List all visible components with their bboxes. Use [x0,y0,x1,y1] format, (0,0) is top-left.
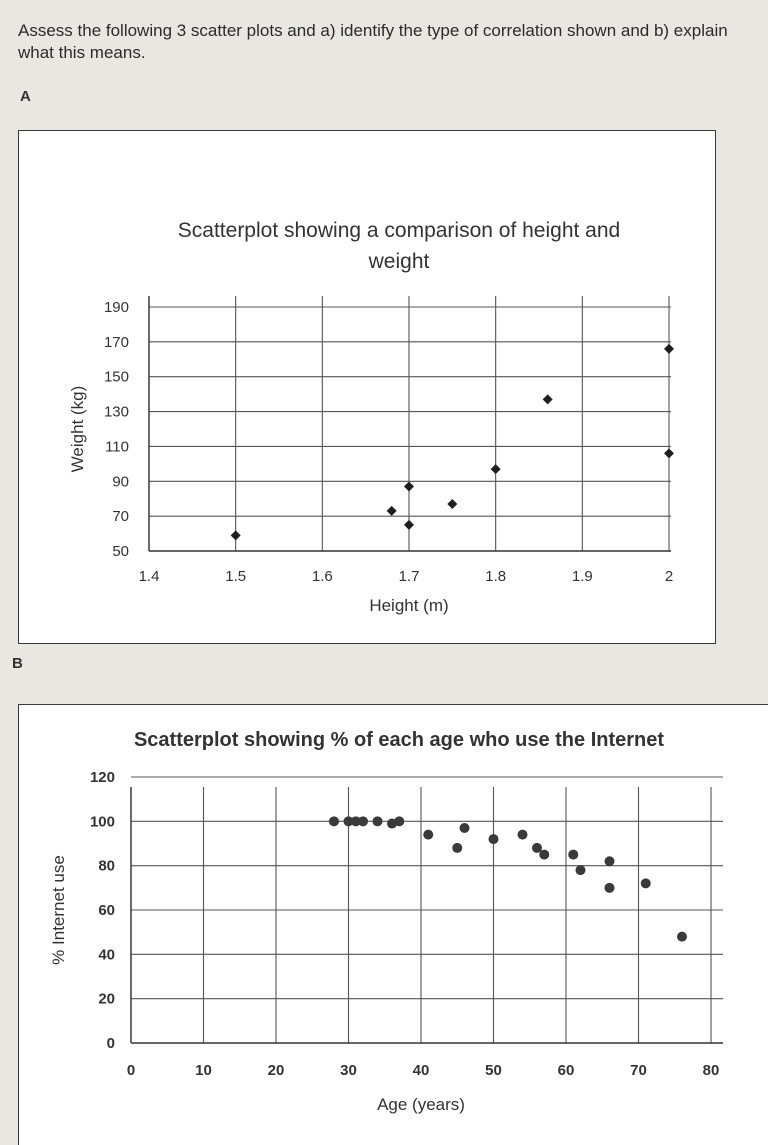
chart-b-plot: 0 10 20 30 40 50 60 70 80 120 100 80 60 40 20 0 Age (yea… [49,769,723,1114]
y-tick-label: 120 [90,769,115,786]
data-point [517,829,528,840]
y-tick-label: 150 [104,369,129,386]
y-tick-label: 190 [104,299,129,316]
y-tick-label: 170 [104,334,129,351]
x-tick-label: 10 [195,1062,212,1079]
x-tick-label: 70 [630,1062,647,1079]
y-tick-label: 60 [98,902,115,919]
data-point [459,822,470,833]
data-point [329,816,339,827]
x-tick-label: 40 [413,1062,430,1079]
y-tick-label: 110 [105,438,129,455]
data-point [542,394,553,405]
chart-a-plot: 1.4 1.5 1.6 1.7 1.8 1.9 2 190 170 150 130 110 90 70 50… [68,296,674,615]
chart-a-x-axis-label: Height (m) [369,596,448,615]
data-point [488,834,499,845]
x-tick-label: 1.4 [139,568,160,585]
data-point [372,816,383,827]
data-point [452,842,463,853]
data-point [404,481,414,492]
x-tick-label: 20 [268,1062,285,1079]
chart-b-panel: Scatterplot showing % of each age who us… [18,704,768,1145]
chart-a-y-axis-label: Weight (kg) [68,386,87,473]
chart-a-panel: Scatterplot showing a comparison of heig… [18,130,716,644]
y-tick-label: 40 [98,946,115,963]
x-tick-label: 30 [340,1062,357,1079]
data-point [677,931,687,942]
data-point [604,882,615,893]
data-point [230,530,241,541]
data-point [575,865,586,876]
section-label-b: B [12,655,23,672]
data-point [394,816,405,827]
chart-b-title: Scatterplot showing % of each age who us… [133,729,665,751]
section-label-a: A [20,88,31,105]
x-tick-label: 1.9 [572,568,593,585]
data-point [604,856,615,867]
y-tick-label: 130 [104,404,129,421]
data-point [640,878,651,889]
chart-b-y-axis-label: % Internet use [49,855,68,965]
data-point [386,505,397,516]
y-tick-label: 80 [98,858,115,875]
y-tick-label: 70 [112,508,129,525]
data-point [343,816,354,827]
data-point [423,829,434,840]
data-point [350,816,361,827]
y-tick-label: 20 [98,991,115,1008]
data-point [664,343,674,354]
y-tick-label: 0 [107,1035,115,1052]
x-tick-label: 1.6 [312,568,333,585]
data-point [404,519,414,530]
x-tick-label: 1.7 [399,568,420,585]
x-tick-label: 1.8 [485,568,506,585]
y-tick-label: 50 [112,543,129,560]
chart-b-x-axis-label: Age (years) [377,1095,465,1114]
instructions-text: Assess the following 3 scatter plots and… [18,21,728,62]
data-point [447,498,458,509]
data-point [358,816,368,827]
y-tick-label: 100 [90,813,115,830]
y-tick-label: 90 [112,473,129,490]
chart-a-title: Scatterplot showing a comparison of heig… [177,219,621,273]
data-point [568,849,579,860]
x-tick-label: 50 [485,1062,502,1079]
data-point [539,849,550,860]
data-point [532,842,542,853]
x-tick-label: 2 [665,568,673,585]
data-point [490,464,501,475]
x-tick-label: 1.5 [225,568,246,585]
x-tick-label: 80 [703,1062,720,1079]
x-tick-label: 0 [127,1062,135,1079]
x-tick-label: 60 [558,1062,575,1079]
data-point [664,448,674,459]
